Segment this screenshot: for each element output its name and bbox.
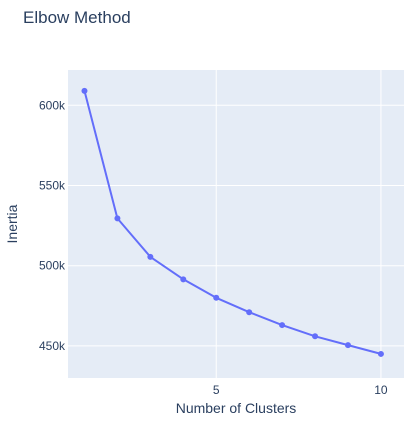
series-layer	[81, 87, 384, 357]
x-axis-ticks: 5 10	[213, 383, 388, 397]
y-tick-label: 450k	[39, 339, 66, 353]
series-line	[83, 90, 382, 355]
data-point	[377, 350, 384, 357]
data-point	[279, 322, 286, 329]
data-point	[345, 342, 351, 349]
data-point	[180, 276, 187, 283]
data-point	[246, 309, 253, 316]
data-point	[81, 87, 88, 94]
x-tick-label: 5	[213, 383, 220, 397]
data-point	[147, 253, 154, 260]
y-axis-ticks: 450k 500k 550k 600k	[39, 98, 66, 353]
plot-area	[68, 70, 404, 378]
data-point	[114, 215, 121, 222]
x-axis-title: Number of Clusters	[176, 400, 297, 416]
data-point	[213, 294, 220, 301]
x-tick-label: 10	[374, 383, 388, 397]
data-point	[312, 333, 319, 340]
y-tick-label: 600k	[39, 98, 66, 112]
y-axis-title: Inertia	[4, 204, 20, 243]
grid-lines	[68, 70, 404, 378]
y-tick-label: 550k	[39, 179, 66, 193]
y-tick-label: 500k	[39, 259, 66, 273]
chart-title: Elbow Method	[23, 8, 131, 27]
